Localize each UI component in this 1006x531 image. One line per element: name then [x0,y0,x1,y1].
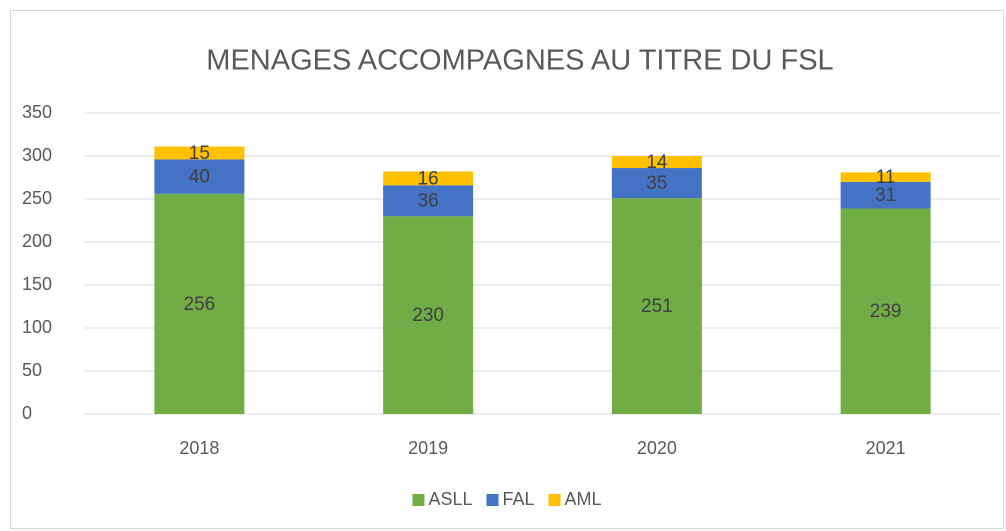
data-label: 15 [189,143,210,164]
bar-segment [840,172,931,182]
data-label: 35 [646,173,667,194]
data-label: 16 [418,168,439,189]
bar-segment [611,156,702,169]
y-tick-label: 100 [22,317,52,337]
data-label: 36 [418,191,439,212]
legend-label: ASLL [428,489,472,509]
y-tick-label: 300 [22,145,52,165]
data-label: 40 [189,167,210,188]
bar-segment [154,193,245,414]
x-tick-label: 2021 [866,438,906,458]
bar-segment [154,146,245,160]
data-label: 256 [184,294,216,315]
bar-segment [611,198,702,414]
chart-title: MENAGES ACCOMPAGNES AU TITRE DU FSL [206,45,833,77]
data-label: 230 [412,305,444,326]
x-tick-label: 2018 [179,438,219,458]
bar-segment [383,185,474,217]
y-tick-label: 0 [22,403,32,423]
data-label: 251 [641,296,673,317]
legend-swatch [486,494,499,506]
data-label: 11 [876,167,896,188]
x-tick-label: 2019 [408,438,448,458]
legend-label: AML [565,489,602,509]
y-tick-label: 150 [22,274,52,294]
bar-segment [383,171,474,186]
y-tick-label: 250 [22,188,52,208]
bar-segment [840,181,931,209]
data-label: 14 [646,152,668,173]
data-label: 31 [875,185,896,206]
legend-swatch [412,494,425,506]
y-tick-label: 50 [22,360,42,380]
bar-segment [154,159,245,194]
y-tick-label: 200 [22,231,52,251]
data-label: 239 [870,301,902,322]
legend-swatch [548,494,561,506]
bar-segment [611,168,702,199]
x-tick-label: 2020 [637,438,677,458]
bar-segment [383,216,474,414]
bar-segment [840,208,931,414]
legend-label: FAL [503,489,535,509]
y-tick-label: 350 [22,102,52,122]
